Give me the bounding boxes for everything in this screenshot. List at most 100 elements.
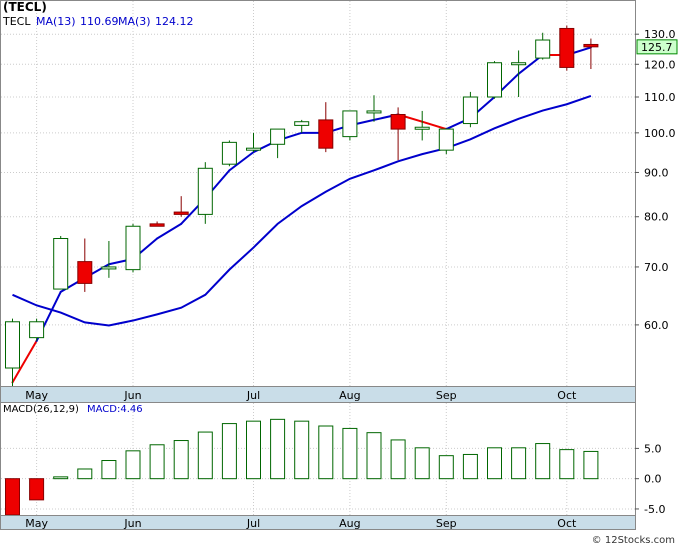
candle-body: [101, 266, 117, 270]
candle-body: [5, 321, 20, 369]
ma3-legend-label: MA(3): [118, 15, 151, 28]
macd-month-label: Sep: [436, 517, 457, 530]
macd-bar: [535, 443, 551, 480]
macd-y-tick-label: 5.0: [644, 442, 662, 455]
candle-body: [511, 62, 527, 66]
macd-month-label: May: [25, 517, 48, 530]
ma13-legend-value: 110.69: [80, 15, 119, 28]
price-y-tick-label: 110.0: [644, 91, 676, 104]
candle: [414, 110, 430, 141]
candle-body: [535, 39, 551, 59]
macd-bar: [149, 444, 165, 480]
candle: [294, 119, 310, 133]
macd-bar: [559, 449, 575, 480]
candle-body: [583, 43, 599, 48]
macd-month-label: Jul: [246, 517, 260, 530]
candle-body: [270, 128, 286, 145]
price-month-label: Jul: [246, 389, 260, 402]
candle: [583, 38, 599, 70]
macd-legend: MACD:4.46: [87, 404, 143, 415]
macd-bar: [77, 468, 93, 480]
candle: [125, 223, 141, 273]
candle-body: [221, 141, 237, 165]
macd-month-labels: May Jun Jul Aug Sep Oct: [25, 517, 577, 530]
macd-bar: [511, 447, 527, 480]
macd-y-tick-label: 0.0: [644, 473, 662, 486]
macd-bar: [173, 440, 189, 480]
macd-panel-frame: [0, 402, 636, 516]
candle-body: [342, 110, 358, 138]
macd-bar: [390, 439, 406, 480]
macd-bar: [487, 447, 502, 480]
ma3-segment: [156, 222, 183, 240]
price-y-axis: 60.0 70.0 80.0 90.0 100.0 110.0 120.0 130.0: [635, 28, 676, 332]
price-month-label: Aug: [339, 389, 360, 402]
macd-bar: [197, 431, 213, 480]
price-y-tick-label: 120.0: [644, 58, 676, 71]
candle: [5, 318, 20, 390]
macd-bar: [246, 420, 261, 480]
price-month-label: May: [25, 389, 48, 402]
candle: [197, 162, 213, 224]
price-y-tick-label: 90.0: [644, 166, 669, 179]
candle-body: [438, 128, 454, 151]
candle-body: [125, 225, 141, 271]
macd-bar: [53, 476, 69, 480]
ma13-legend-label: MA(13): [36, 15, 76, 28]
candle-body: [487, 62, 502, 98]
candle-body: [149, 223, 165, 227]
watermark: © 12Stocks.com: [592, 535, 675, 546]
macd-title: MACD(26,12,9): [3, 404, 79, 415]
macd-month-label: Oct: [557, 517, 577, 530]
candle: [462, 91, 478, 128]
candle: [318, 102, 334, 153]
candle: [535, 32, 551, 60]
candles: [5, 25, 599, 390]
macd-bar: [583, 450, 599, 480]
candle: [246, 132, 261, 153]
ma3-segment: [11, 339, 38, 384]
ma3-legend-value: 124.12: [155, 15, 194, 28]
macd-month-label: Jun: [123, 517, 141, 530]
macd-bars: [5, 418, 599, 516]
last-price-tag-value: 125.7: [641, 41, 673, 54]
candle: [53, 236, 69, 290]
macd-bar: [318, 425, 334, 480]
candle-body: [29, 321, 45, 339]
price-y-tick-label: 70.0: [644, 261, 669, 274]
ticker-legend: TECL: [2, 15, 31, 28]
price-y-tick-label: 100.0: [644, 127, 676, 140]
last-price-tag: 125.7: [636, 39, 678, 55]
macd-bar: [366, 432, 382, 480]
candle: [366, 95, 382, 122]
last-price-tag-box: [636, 39, 678, 55]
macd-bar: [101, 460, 117, 480]
candle: [149, 221, 165, 227]
candle: [438, 128, 454, 155]
macd-bar: [342, 427, 358, 480]
candle-body: [318, 119, 334, 149]
macd-bar: [270, 418, 286, 480]
ma13-line: [12, 95, 592, 327]
candle-body: [559, 27, 575, 68]
macd-bar: [294, 420, 310, 480]
candle-body: [414, 126, 430, 130]
candle-body: [173, 211, 189, 215]
candle-body: [390, 113, 406, 130]
candle: [487, 61, 502, 99]
macd-bar: [29, 478, 45, 501]
candle: [342, 110, 358, 141]
macd-bar: [5, 478, 20, 516]
macd-bar: [438, 455, 454, 480]
candle: [77, 238, 93, 292]
candle-body: [366, 110, 382, 114]
price-month-label: Oct: [557, 389, 577, 402]
candle-body: [197, 167, 213, 215]
candle: [29, 318, 45, 341]
macd-bar: [462, 453, 478, 480]
macd-y-tick-label: -5.0: [644, 503, 665, 516]
macd-x-axis-bar: [0, 515, 636, 530]
candle-body: [246, 147, 261, 151]
candle: [559, 25, 575, 71]
